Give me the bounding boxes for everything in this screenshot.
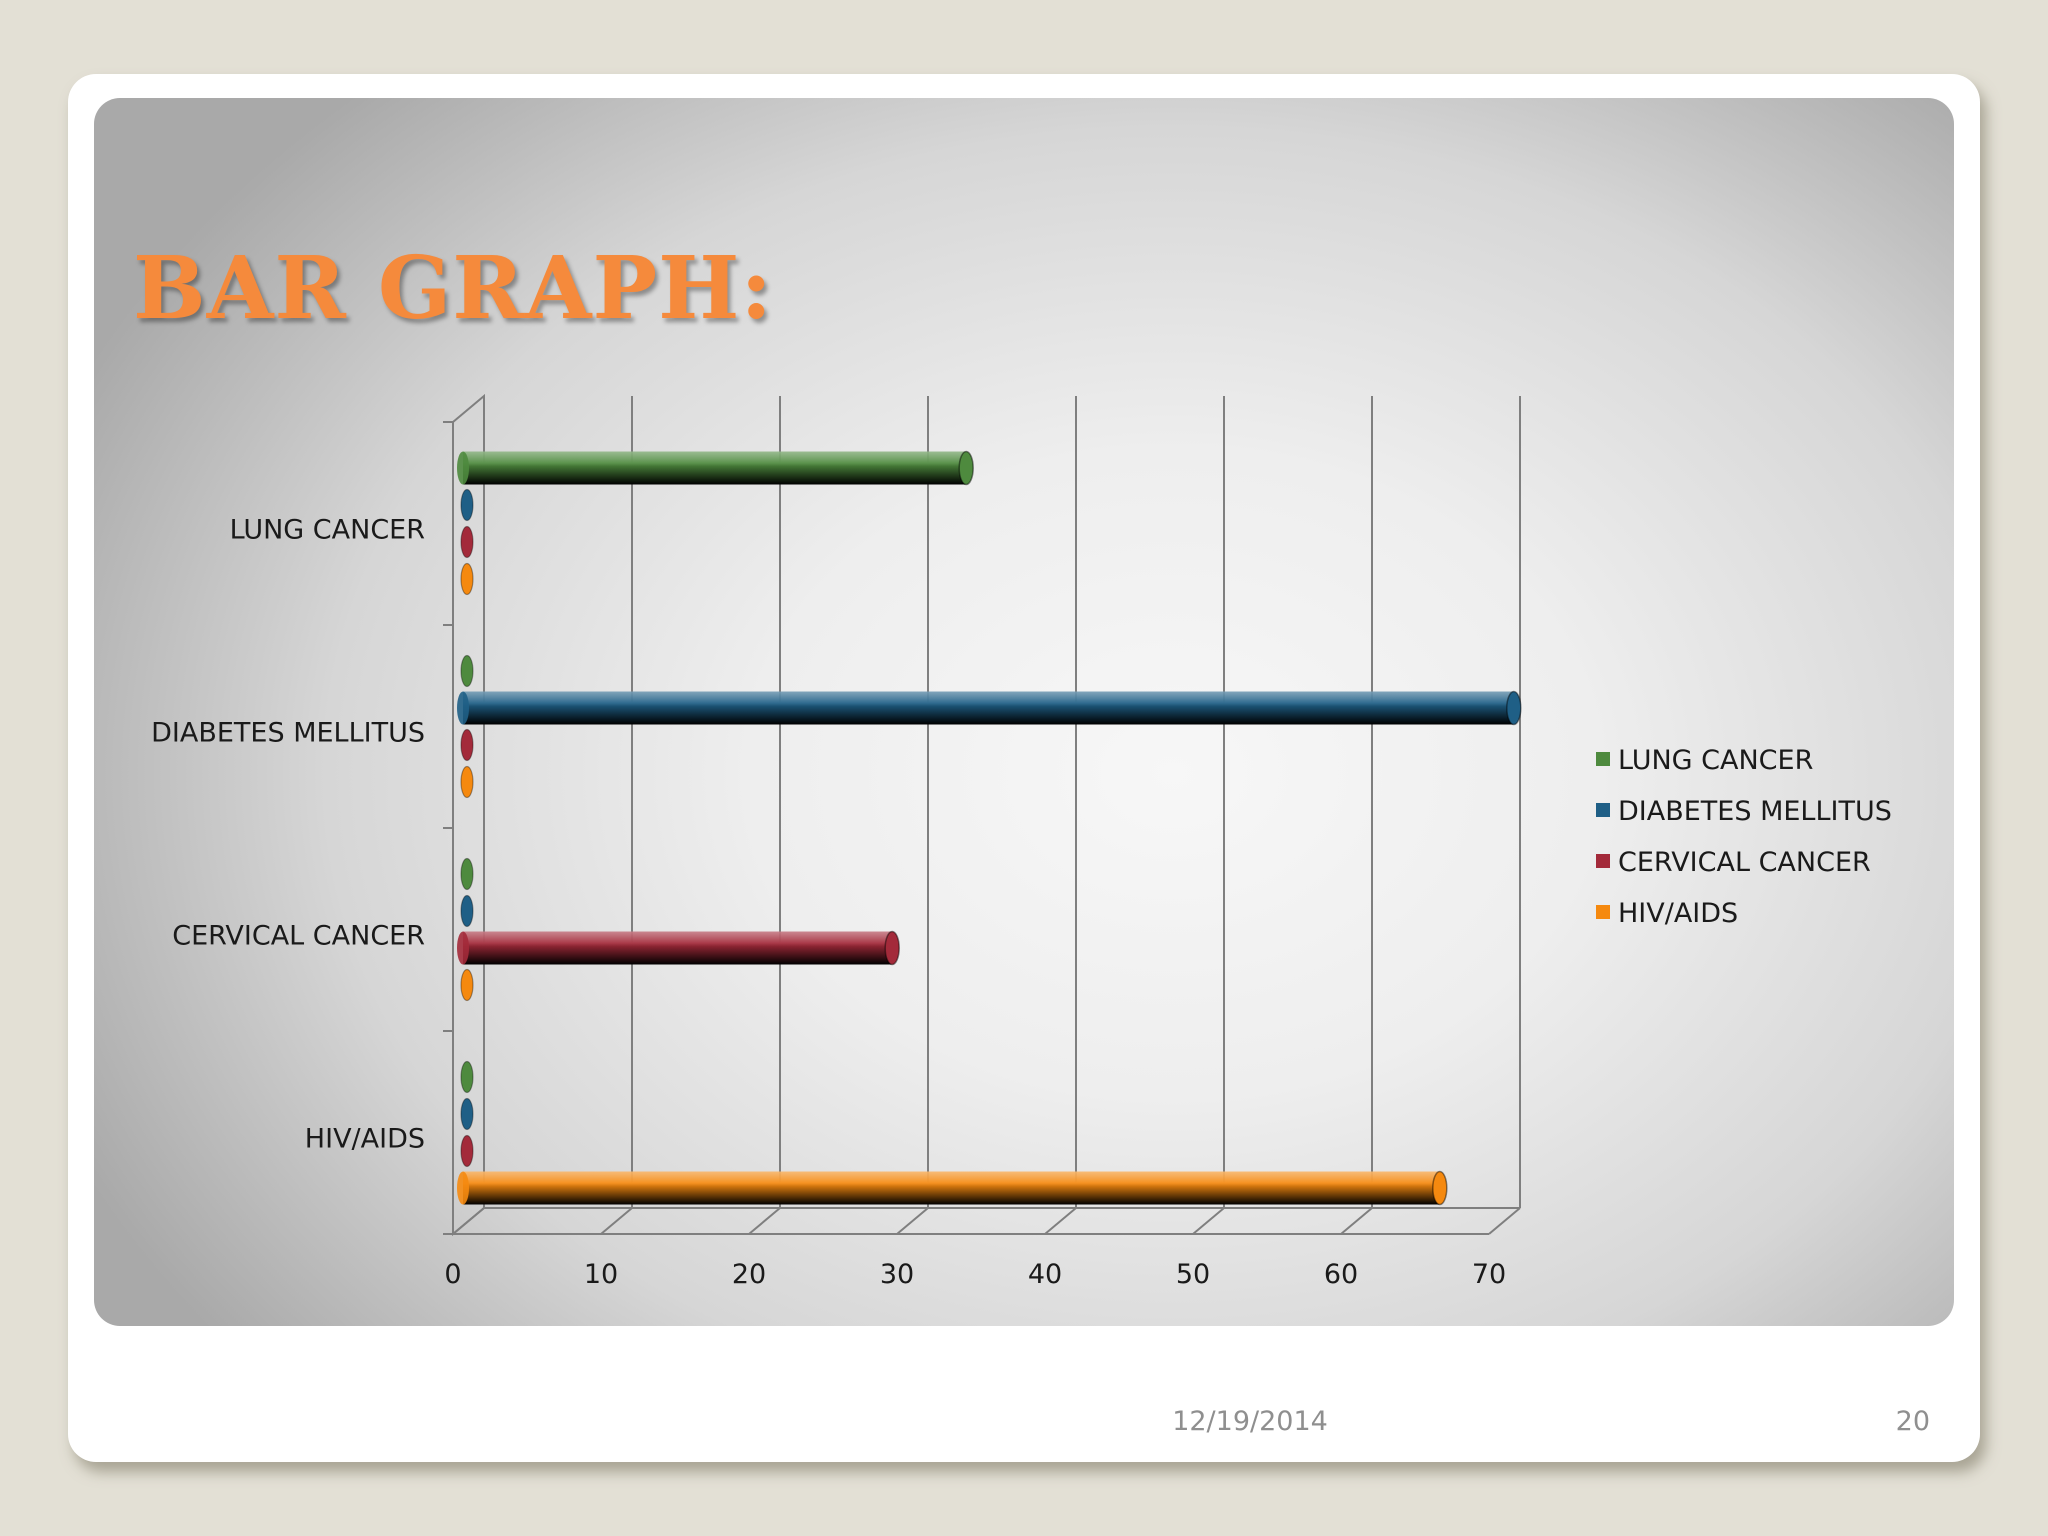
x-tick-label-50: 50 [1176, 1259, 1210, 1290]
legend-item-diabetes-mellitus: DIABETES MELLITUS [1596, 796, 1892, 827]
bar-diabetes-mellitus-lung-cancer [460, 488, 474, 522]
bar-cervical-cancer-cervical-cancer [457, 930, 900, 966]
legend-item-lung-cancer: LUNG CANCER [1596, 745, 1813, 776]
slide-page-number: 20 [1895, 1406, 1930, 1437]
bar-diabetes-mellitus-hiv-aids [460, 1097, 474, 1131]
bar-hiv-aids-cervical-cancer [460, 968, 474, 1002]
category-label-cervical-cancer: CERVICAL CANCER [172, 921, 425, 952]
floor-line-x-40 [1044, 1207, 1077, 1235]
bar-lung-cancer-lung-cancer [457, 450, 974, 486]
bar-cervical-cancer-lung-cancer [460, 525, 474, 559]
bar-lung-cancer-hiv-aids [460, 1060, 474, 1094]
legend-label-lung-cancer: LUNG CANCER [1618, 745, 1813, 776]
chart-axes [443, 393, 1520, 1237]
legend-swatch-hiv-aids [1596, 905, 1610, 919]
floor-line-x-60 [1340, 1207, 1373, 1235]
chart-gridlines [452, 396, 1521, 1235]
category-label-hiv-aids: HIV/AIDS [305, 1124, 425, 1155]
floor-line-x-20 [748, 1207, 781, 1235]
legend-item-hiv-aids: HIV/AIDS [1596, 898, 1738, 929]
legend-swatch-lung-cancer [1596, 752, 1610, 766]
floor-line-x-30 [896, 1207, 929, 1235]
chart-labels: 0 10 20 30 40 50 60 70 LUNG CANCER DIABETES MELLI… [151, 515, 1506, 1291]
x-tick-label-60: 60 [1324, 1259, 1358, 1290]
bar-lung-cancer-diabetes-mellitus [460, 654, 474, 688]
x-tick-label-10: 10 [584, 1259, 618, 1290]
x-tick-label-20: 20 [732, 1259, 766, 1290]
bar-cervical-cancer-hiv-aids [460, 1134, 474, 1168]
legend-swatch-diabetes-mellitus [1596, 803, 1610, 817]
category-label-lung-cancer: LUNG CANCER [230, 515, 425, 546]
slide-date: 12/19/2014 [1172, 1406, 1328, 1437]
bar-diabetes-mellitus-diabetes-mellitus [457, 690, 1522, 726]
x-tick-label-40: 40 [1028, 1259, 1062, 1290]
bar-hiv-aids-diabetes-mellitus [460, 765, 474, 799]
bar-hiv-aids-lung-cancer [460, 562, 474, 596]
bar-lung-cancer-cervical-cancer [460, 857, 474, 891]
floor-line-x-70 [1488, 1207, 1521, 1235]
floor-line-x-50 [1192, 1207, 1225, 1235]
x-tick-label-30: 30 [880, 1259, 914, 1290]
legend-label-diabetes-mellitus: DIABETES MELLITUS [1618, 796, 1892, 827]
chart-legend: LUNG CANCER DIABETES MELLITUS CERVICAL CAN… [1596, 745, 1892, 929]
legend-swatch-cervical-cancer [1596, 854, 1610, 868]
x-tick-label-70: 70 [1472, 1259, 1506, 1290]
floor-line-x-10 [600, 1207, 633, 1235]
legend-label-cervical-cancer: CERVICAL CANCER [1618, 847, 1871, 878]
legend-item-cervical-cancer: CERVICAL CANCER [1596, 847, 1871, 878]
bar-cervical-cancer-diabetes-mellitus [460, 728, 474, 762]
slide-title: BAR GRAPH: [133, 238, 774, 339]
category-label-diabetes-mellitus: DIABETES MELLITUS [151, 718, 425, 749]
x-tick-label-0: 0 [444, 1259, 461, 1290]
chart-bars [457, 450, 1522, 1206]
bar-diabetes-mellitus-cervical-cancer [460, 894, 474, 928]
legend-label-hiv-aids: HIV/AIDS [1618, 898, 1738, 929]
bar-hiv-aids-hiv-aids [457, 1170, 1448, 1206]
